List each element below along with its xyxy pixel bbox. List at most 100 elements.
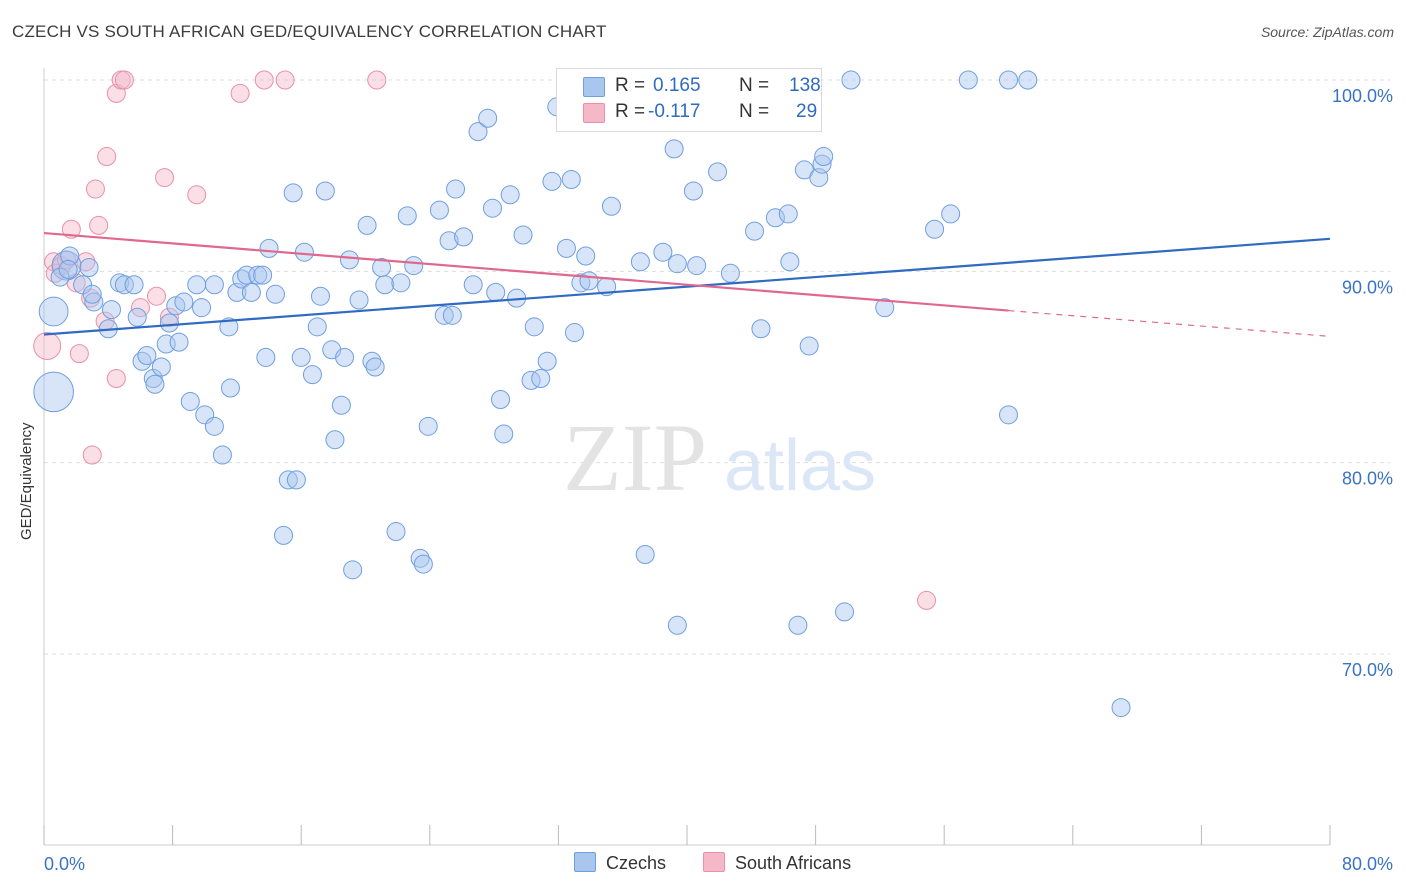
czech-point: [169, 332, 189, 352]
czech-point: [259, 238, 279, 258]
czech-point: [343, 560, 363, 580]
czech-point: [84, 292, 104, 312]
czech-point: [248, 265, 268, 285]
x-tick-label: 80.0%: [1342, 854, 1393, 874]
czech-point: [237, 265, 257, 285]
legend-swatch-south-africans: [583, 103, 605, 123]
czech-point: [418, 416, 438, 436]
czech-point: [751, 319, 771, 339]
czech-point: [531, 368, 551, 388]
czech-point: [278, 470, 298, 490]
czech-point: [478, 108, 498, 128]
czech-point: [875, 298, 895, 318]
czech-point: [335, 347, 355, 367]
stats-legend: R = 0.165 N = 138 R = -0.117 N = 29: [556, 68, 822, 132]
czech-point: [561, 169, 581, 189]
czech-point: [294, 242, 314, 262]
czech-point: [664, 139, 684, 159]
watermark-atlas: atlas: [724, 426, 876, 506]
czech-point: [397, 206, 417, 226]
czech-point: [765, 208, 785, 228]
south-african-point: [114, 70, 134, 90]
bottom-label-czechs: Czechs: [606, 853, 667, 873]
south-african-point: [367, 70, 387, 90]
czech-point: [524, 317, 544, 337]
x-tick-label: 0.0%: [44, 854, 85, 874]
south-african-point: [85, 179, 105, 199]
czech-point: [180, 391, 200, 411]
czech-point: [365, 357, 385, 377]
czech-point: [219, 317, 239, 337]
y-tick-label: 80.0%: [1342, 469, 1393, 489]
south-african-point: [230, 83, 250, 103]
legend-n-value: 29: [796, 101, 818, 122]
czech-point: [463, 275, 483, 295]
czech-point: [391, 273, 411, 293]
czech-point: [521, 370, 541, 390]
czech-point: [799, 336, 819, 356]
czech-point: [274, 525, 294, 545]
legend-n-value: 138: [789, 75, 821, 96]
bottom-legend-czechs: Czechs: [574, 852, 666, 874]
czech-point: [33, 371, 74, 413]
legend-r-label: R =: [615, 75, 646, 96]
czech-point: [174, 292, 194, 312]
czech-point: [404, 256, 424, 276]
czech-point: [958, 70, 978, 90]
czech-point: [494, 424, 514, 444]
czech-point: [442, 305, 462, 325]
czech-point: [265, 284, 285, 304]
czech-point: [537, 351, 557, 371]
czech-point: [114, 275, 134, 295]
czech-point: [212, 445, 232, 465]
czech-point: [556, 238, 576, 258]
czech-point: [241, 282, 261, 302]
legend-swatch-czechs: [583, 77, 605, 97]
czech-point: [220, 378, 240, 398]
chart-title: CZECH VS SOUTH AFRICAN GED/EQUIVALENCY C…: [12, 22, 607, 41]
south-african-point: [155, 168, 175, 188]
legend-r-label: R =: [615, 101, 646, 122]
south-african-point: [89, 215, 109, 235]
south-african-point: [61, 219, 81, 239]
czech-point: [357, 215, 377, 235]
czech-point: [788, 615, 808, 635]
czech-point: [667, 254, 687, 274]
czech-point: [999, 70, 1018, 90]
czech-point: [542, 171, 562, 191]
y-tick-label: 90.0%: [1342, 277, 1393, 297]
czech-point: [283, 183, 303, 203]
legend-n-label: N =: [739, 101, 770, 122]
czech-point: [482, 198, 502, 218]
czech-point: [630, 252, 650, 272]
legend-r-value: 0.165: [653, 75, 701, 96]
czech-point: [50, 267, 70, 287]
czech-point: [576, 246, 596, 266]
czech-point: [291, 347, 311, 367]
czech-point: [708, 162, 728, 182]
czech-point: [410, 548, 430, 568]
czech-point: [307, 317, 327, 337]
czech-point: [429, 200, 449, 220]
y-axis-label: GED/Equivalency: [18, 422, 35, 540]
czech-point: [38, 296, 69, 327]
south-african-point: [69, 344, 89, 364]
czech-point: [286, 470, 306, 490]
czech-point: [339, 250, 359, 270]
czech-point: [812, 154, 832, 174]
czech-point: [79, 258, 99, 278]
czech-point: [331, 395, 351, 415]
watermark: ZIP atlas: [563, 404, 876, 511]
czech-point: [571, 273, 591, 293]
czech-point: [145, 374, 165, 394]
czech-point: [58, 259, 78, 279]
bottom-legend-south-africans: South Africans: [703, 852, 851, 874]
czech-point: [386, 522, 406, 542]
czech-point: [564, 323, 584, 343]
south-african-point: [159, 307, 179, 327]
axes: [43, 68, 1331, 846]
czech-point: [687, 256, 707, 276]
czech-point: [1018, 70, 1038, 90]
czech-point: [362, 351, 382, 371]
